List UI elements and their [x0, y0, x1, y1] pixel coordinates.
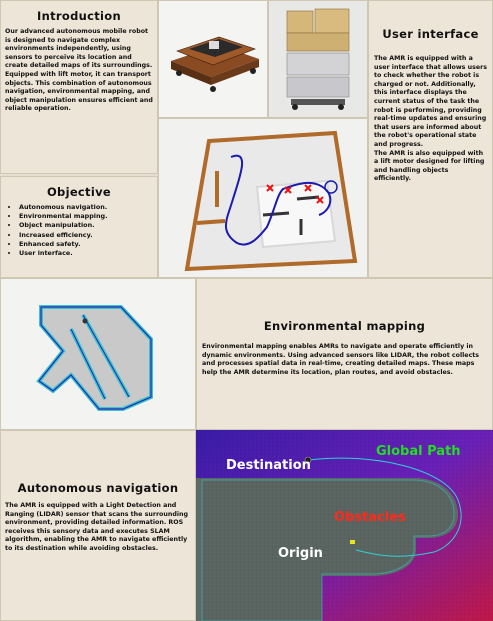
- introduction-panel: Introduction Our advanced autonomous mob…: [0, 0, 158, 174]
- objective-list: Autonomous navigation. Environmental map…: [5, 203, 153, 258]
- path-planning-map: Destination Global Path Obstacles Origin: [196, 430, 493, 621]
- user-interface-panel: User interface The AMR is equipped with …: [368, 0, 493, 278]
- environmental-mapping-text: Environmental mapping enables AMRs to na…: [202, 343, 480, 376]
- objective-panel: Objective Autonomous navigation. Environ…: [0, 176, 158, 278]
- user-interface-title: User interface: [382, 27, 479, 41]
- objective-item: Environmental mapping.: [19, 212, 153, 221]
- robot-photo-top: [158, 0, 268, 118]
- user-interface-text-2: The AMR is also equipped with a lift mot…: [374, 149, 485, 183]
- user-interface-text: The AMR is equipped with a user interfac…: [374, 55, 487, 148]
- destination-label: Destination: [226, 458, 311, 473]
- lidar-map-svg: [36, 305, 153, 411]
- objective-item: Autonomous navigation.: [19, 203, 153, 212]
- robot-photo-boxes: [268, 0, 368, 118]
- environmental-mapping-panel: Environmental mapping Environmental mapp…: [196, 278, 493, 430]
- global-path-label: Global Path: [376, 444, 461, 459]
- path-map-svg: [196, 430, 493, 621]
- introduction-title: Introduction: [37, 9, 121, 23]
- objective-item: User interface.: [19, 249, 153, 258]
- lidar-map-image: [0, 278, 196, 430]
- boxes-render: [286, 8, 350, 110]
- robot-render: [171, 36, 259, 92]
- obstacles-label: Obstacles: [334, 510, 406, 525]
- floor-plan-render: [158, 118, 368, 278]
- objective-item: Object manipulation.: [19, 221, 153, 230]
- environmental-mapping-title: Environmental mapping: [263, 319, 426, 333]
- objective-item: Increased efficiency.: [19, 231, 153, 240]
- introduction-text: Our advanced autonomous mobile robot is …: [5, 28, 153, 113]
- floor-plan-svg: [184, 130, 358, 272]
- autonomous-navigation-text: The AMR is equipped with a Light Detecti…: [5, 502, 188, 552]
- autonomous-navigation-title: Autonomous navigation: [17, 481, 179, 495]
- objective-item: Enhanced safety.: [19, 240, 153, 249]
- objective-title: Objective: [46, 185, 111, 199]
- autonomous-navigation-panel: Autonomous navigation The AMR is equippe…: [0, 430, 196, 621]
- origin-label: Origin: [278, 546, 323, 561]
